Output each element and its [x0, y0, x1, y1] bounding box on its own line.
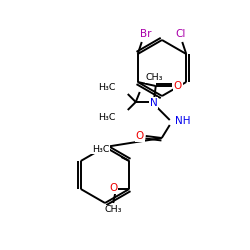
Text: O: O: [174, 81, 182, 91]
Text: H₃C: H₃C: [92, 144, 109, 154]
Text: Cl: Cl: [175, 29, 186, 39]
Text: O: O: [109, 183, 117, 193]
Text: NH: NH: [175, 116, 190, 126]
Text: Br: Br: [140, 29, 151, 39]
Text: H₃C: H₃C: [98, 112, 116, 122]
Text: CH₃: CH₃: [104, 206, 122, 214]
Text: H₃C: H₃C: [98, 82, 116, 92]
Text: CH₃: CH₃: [146, 74, 163, 82]
Text: N: N: [150, 98, 158, 108]
Text: O: O: [136, 131, 144, 141]
